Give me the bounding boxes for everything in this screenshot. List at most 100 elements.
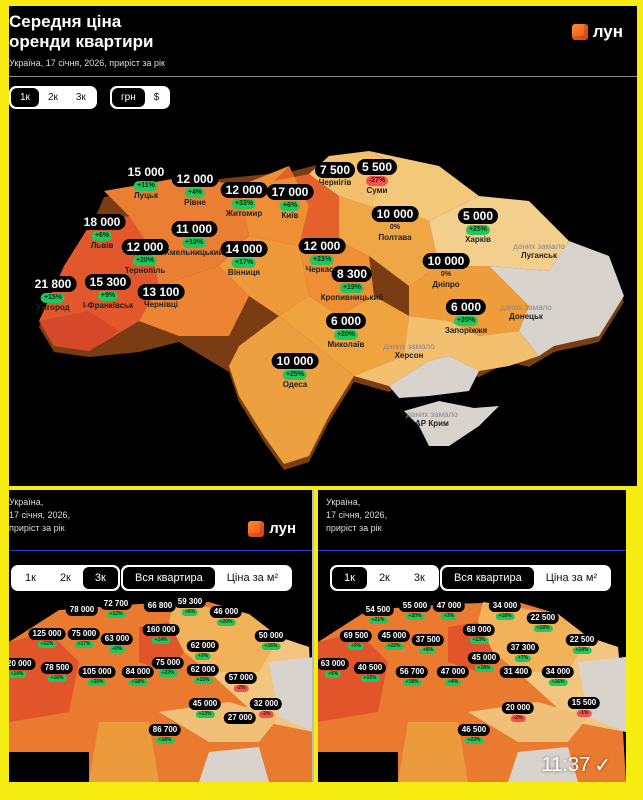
city-pin-kharkiv[interactable]: 5 000 +25% Харків <box>457 208 499 245</box>
city-pin-khmelnytskyi[interactable]: 63 000 +0% <box>100 633 134 653</box>
rooms-toggle: 1к 2к 3к <box>9 86 97 109</box>
city-pin-ivano-frankivsk[interactable]: 15 300 +9% І-Франківськ <box>82 274 134 310</box>
city-pin-ivano-frankivsk[interactable]: 40 500 +15% <box>353 662 387 682</box>
city-pin-kharkiv[interactable]: 22 500 +14% <box>565 634 599 654</box>
city-pin-kharkiv[interactable]: 50 000 +16% <box>254 630 288 650</box>
3k-map-panel: Україна, 17 січня, 2026, приріст за рік … <box>9 490 314 782</box>
city-pin-poltava[interactable]: 62 000 +3% <box>186 640 220 660</box>
city-pin-chernivtsi[interactable]: 105 000 +20% <box>78 666 116 686</box>
city-pin-poltava[interactable]: 37 300 +7% <box>506 642 540 662</box>
title-line-2: оренди квартири <box>9 32 154 51</box>
1k-total-map-panel: Україна, 17 січня, 2026, приріст за рік … <box>318 490 626 782</box>
city-pin-odesa[interactable]: 86 700 +18% <box>148 724 182 744</box>
city-pin-uzhhorod[interactable]: 120 000 +14% <box>9 658 36 678</box>
city-pin-zhytomyr[interactable]: 47 000 +3% <box>432 600 466 620</box>
rooms-2k-option[interactable]: 2к <box>378 572 390 584</box>
city-pin-ivano-frankivsk[interactable]: 78 500 +16% <box>40 662 74 682</box>
city-pin-cherkasy[interactable]: 45 000 +18% <box>467 652 501 672</box>
region-crimea-nodata: даних замало АР Крим <box>406 410 458 428</box>
city-pin-kropyvnytskyi[interactable]: 31 400 <box>499 666 533 678</box>
city-pin-ternopil[interactable]: 75 000 +17% <box>67 628 101 648</box>
city-pin-vinnytsia[interactable]: 47 000 +4% <box>436 666 470 686</box>
city-pin-chernihiv[interactable]: 34 000 +18% <box>488 600 522 620</box>
rooms-toggle: 1к 2к 3к <box>11 565 120 591</box>
city-pin-poltava[interactable]: 10 000 0% Полтава <box>371 206 419 243</box>
rooms-3k-option[interactable]: 3к <box>82 567 118 589</box>
city-pin-vinnytsia[interactable]: 84 000 +18% <box>121 666 155 686</box>
city-pin-zhytomyr[interactable]: 66 800 <box>143 600 177 612</box>
city-pin-lutsk[interactable]: 15 000 +11% Луцьк <box>122 164 170 201</box>
city-pin-kherson[interactable]: 27 000 <box>223 712 257 724</box>
rooms-2k-option[interactable]: 2к <box>47 92 58 103</box>
city-pin-odesa[interactable]: 10 000 +25% Одеса <box>271 353 319 390</box>
read-checkmark-icon: ✓ <box>594 755 611 777</box>
city-pin-sumy[interactable]: 46 000 +20% <box>209 606 243 626</box>
whole-apartment-option[interactable]: Вся квартира <box>442 567 534 589</box>
ukraine-map: 15 000 +11% Луцьк 12 000 +4% Рівне 12 00… <box>9 146 637 486</box>
subtitle: Україна, 17 січня, 2026, приріст за рік <box>326 497 388 533</box>
whole-apartment-option[interactable]: Вся квартира <box>123 567 215 589</box>
price-per-m2-option[interactable]: Ціна за м² <box>545 572 598 584</box>
city-pin-odesa[interactable]: 46 500 +23% <box>457 724 491 744</box>
city-pin-zhytomyr[interactable]: 12 000 +33% Житомир <box>220 182 268 219</box>
city-pin-chernivtsi[interactable]: 13 100 Чернівці <box>137 284 185 310</box>
title-line-1: Середня ціна <box>9 12 122 31</box>
city-pin-kyiv[interactable]: 17 000 +6% Київ <box>266 184 314 221</box>
city-pin-ternopil[interactable]: 12 000 +20% Тернопіль <box>121 239 169 276</box>
city-pin-zaporizhzhia[interactable]: 15 500 -1% <box>567 697 601 717</box>
city-pin-kropyvnytskyi[interactable]: 8 300 +19% Кропивницький <box>320 266 384 302</box>
subtitle: Україна, 17 січня, 2026, приріст за рік <box>9 497 71 533</box>
city-pin-dnipro[interactable]: 10 000 0% Дніпро <box>422 253 470 290</box>
currency-usd-option[interactable]: $ <box>153 92 160 103</box>
city-pin-rivne[interactable]: 72 700 +12% <box>99 598 133 618</box>
city-pin-cherkasy[interactable]: 75 000 +22% <box>151 657 185 677</box>
region-luhansk-nodata: даних замало Луганськ <box>513 242 565 260</box>
city-pin-mykolaiv[interactable]: 45 000 +13% <box>188 698 222 718</box>
city-pin-dnipro[interactable]: 57 000 -2% <box>224 672 258 692</box>
ukraine-map-1k: 54 500 +21% 55 000 +20% 47 000 +3% 34 00… <box>318 600 626 782</box>
rooms-1k-option[interactable]: 1к <box>332 567 367 589</box>
city-pin-khmelnytskyi[interactable]: 37 500 +8% <box>411 634 445 654</box>
city-pin-lutsk[interactable]: 78 000 <box>65 604 99 616</box>
city-pin-vinnytsia[interactable]: 14 000 +17% Вінниця <box>220 241 268 278</box>
city-pin-sumy[interactable]: 5 500 -27% Суми <box>356 159 398 196</box>
city-pin-lviv[interactable]: 69 500 +9% <box>339 630 373 650</box>
city-pin-cherkasy[interactable]: 12 000 +23% Черкаси <box>298 238 346 275</box>
city-pin-chernihiv[interactable]: 7 500 Чернігів <box>314 162 356 188</box>
city-pin-lviv[interactable]: 125 000 +12% <box>28 628 66 648</box>
city-pin-zaporizhzhia[interactable]: 32 000 -2% <box>249 698 283 718</box>
city-pin-mykolaiv[interactable]: 20 000 -2% <box>501 702 535 722</box>
rooms-2k-option[interactable]: 2к <box>59 572 71 584</box>
rooms-3k-option[interactable]: 3к <box>75 92 86 103</box>
lun-logo: лун <box>248 520 296 537</box>
city-pin-uzhhorod[interactable]: 21 800 +15% Ужгород <box>29 276 77 313</box>
currency-uah-option[interactable]: грн <box>112 88 145 107</box>
rooms-3k-option[interactable]: 3к <box>413 572 425 584</box>
city-pin-sumy[interactable]: 22 500 +18% <box>526 612 560 632</box>
rooms-1k-option[interactable]: 1к <box>11 88 39 107</box>
city-pin-khmelnytskyi[interactable]: 11 000 +10% Хмельницький <box>164 221 224 257</box>
city-pin-ternopil[interactable]: 45 000 +22% <box>377 630 411 650</box>
city-pin-rivne[interactable]: 55 000 +20% <box>398 600 432 620</box>
rooms-1k-option[interactable]: 1к <box>25 572 36 584</box>
city-pin-rivne[interactable]: 12 000 +4% Рівне <box>171 171 219 208</box>
city-pin-kyiv[interactable]: 68 000 +13% <box>462 624 496 644</box>
city-pin-chernihiv[interactable]: 59 300 +6% <box>173 596 207 616</box>
city-pin-zaporizhzhia[interactable]: 6 000 +20% Запоріжжя <box>444 299 488 335</box>
city-pin-lviv[interactable]: 18 000 +6% Львів <box>78 214 126 251</box>
message-timestamp: 11:37 ✓ <box>541 754 611 777</box>
city-pin-dnipro[interactable]: 34 000 +16% <box>541 666 575 686</box>
city-pin-lutsk[interactable]: 54 500 +21% <box>361 604 395 624</box>
subtitle: Україна, 17 січня, 2026, приріст за рік <box>9 58 165 68</box>
city-pin-uzhhorod[interactable]: 63 000 +6% <box>318 658 350 678</box>
price-per-m2-option[interactable]: Ціна за м² <box>226 572 279 584</box>
cube-logo-icon <box>571 24 588 40</box>
currency-toggle: грн $ <box>110 86 171 109</box>
region-kherson-nodata: даних замало Херсон <box>383 342 435 360</box>
divider <box>9 76 637 77</box>
city-pin-chernivtsi[interactable]: 56 700 +18% <box>395 666 429 686</box>
city-pin-kropyvnytskyi[interactable]: 62 000 +15% <box>186 664 220 684</box>
city-pin-mykolaiv[interactable]: 6 000 +20% Миколаїв <box>325 313 367 349</box>
divider <box>318 550 626 551</box>
city-pin-kyiv[interactable]: 160 000 +14% <box>142 624 180 644</box>
